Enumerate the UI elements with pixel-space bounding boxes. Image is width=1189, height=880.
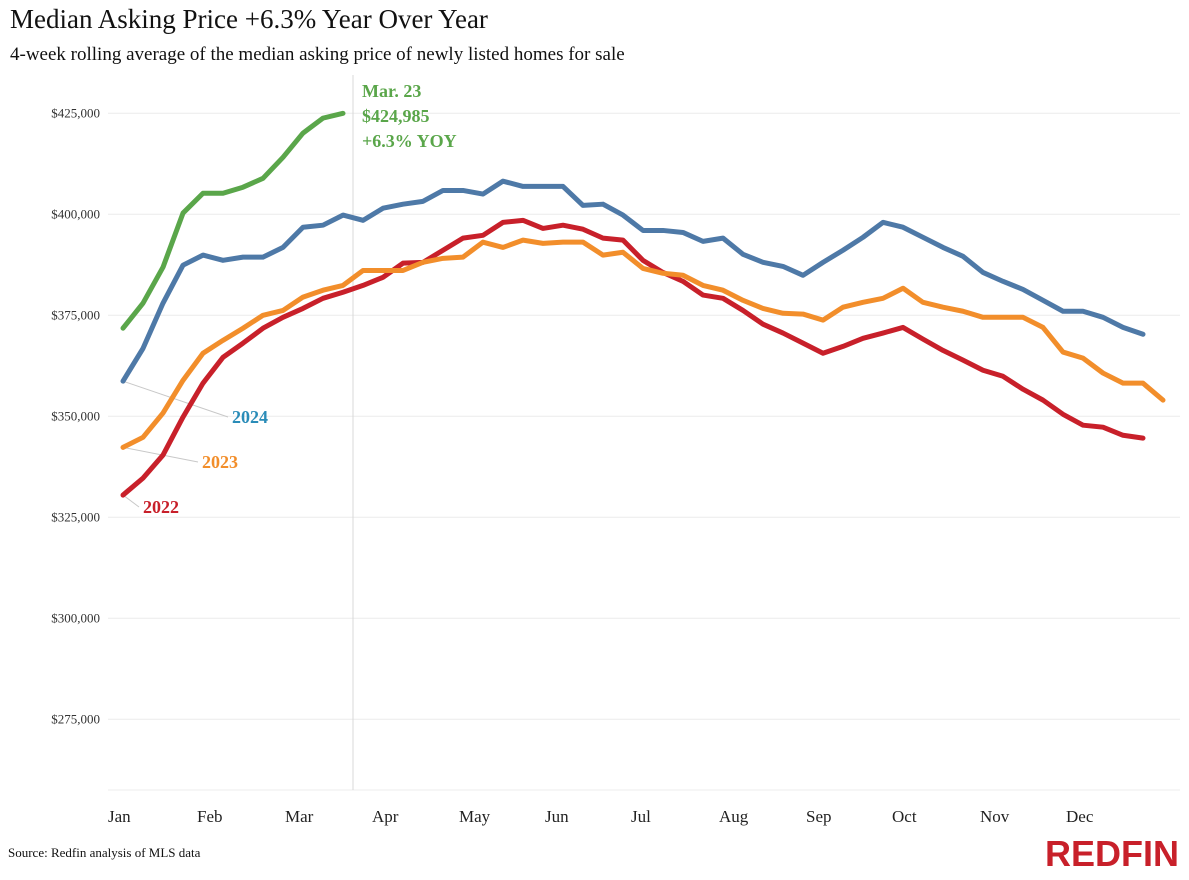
chart-subtitle: 4-week rolling average of the median ask… — [10, 44, 625, 65]
y-tick-label: $275,000 — [51, 711, 100, 726]
chart-title: Median Asking Price +6.3% Year Over Year — [10, 4, 488, 34]
latest-value-annotation: Mar. 23 — [362, 81, 421, 101]
y-tick-label: $350,000 — [51, 408, 100, 423]
series-label-2023: 2023 — [202, 452, 238, 472]
x-tick-label: Jan — [108, 807, 131, 826]
x-tick-label: Oct — [892, 807, 917, 826]
x-tick-label: Nov — [980, 807, 1010, 826]
y-tick-label: $400,000 — [51, 206, 100, 221]
label-leader-line — [122, 380, 229, 418]
x-tick-label: Mar — [285, 807, 314, 826]
series-label-2022: 2022 — [143, 497, 179, 517]
y-tick-label: $300,000 — [51, 610, 100, 625]
series-line-2024 — [120, 178, 1146, 384]
x-tick-label: Jul — [631, 807, 651, 826]
x-tick-label: Dec — [1066, 807, 1094, 826]
latest-value-annotation: +6.3% YOY — [362, 131, 457, 151]
x-tick-label: Aug — [719, 807, 749, 826]
redfin-logo: REDFIN — [1045, 833, 1179, 874]
x-tick-label: Jun — [545, 807, 569, 826]
x-tick-label: May — [459, 807, 491, 826]
x-tick-label: Sep — [806, 807, 832, 826]
y-tick-label: $375,000 — [51, 307, 100, 322]
label-leader-line — [122, 494, 140, 508]
y-tick-label: $325,000 — [51, 509, 100, 524]
source-note: Source: Redfin analysis of MLS data — [8, 845, 201, 860]
series-label-2024: 2024 — [232, 407, 268, 427]
x-tick-label: Apr — [372, 807, 399, 826]
series-line-2023 — [120, 237, 1166, 450]
x-tick-label: Feb — [197, 807, 223, 826]
series-line-2022 — [120, 217, 1146, 498]
y-tick-label: $425,000 — [51, 105, 100, 120]
latest-value-annotation: $424,985 — [362, 106, 430, 126]
series-line-2025 — [120, 110, 346, 331]
